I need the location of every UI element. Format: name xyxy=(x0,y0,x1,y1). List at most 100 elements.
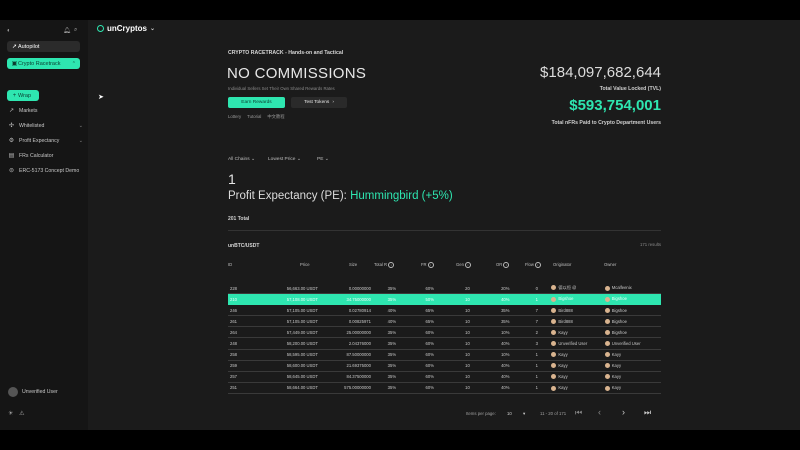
previous-page-icon[interactable]: ‹ xyxy=(598,407,601,417)
cell-originator[interactable]: Bigshoe xyxy=(549,293,603,306)
lottery-link[interactable]: Lottery xyxy=(228,114,242,119)
sidebar-item-profit-expectancy[interactable]: ⚙ Profit Expectancy ⌄ xyxy=(8,137,83,145)
cell-owner[interactable]: Bigshoe xyxy=(602,293,661,306)
col-header-gen[interactable]: Gen i xyxy=(456,262,471,268)
col-header-or[interactable]: OR i xyxy=(496,262,510,268)
crypto-racetrack-button[interactable]: ▣ Crypto Racetrack ⌃ xyxy=(7,58,80,69)
table-row[interactable]: 251 58,664.00 USDT 575.00000000 35% 60% 10 40%… xyxy=(228,382,661,394)
sidebar-item-frs-calculator[interactable]: ▤ FRs Calculator xyxy=(8,152,83,160)
col-header-size[interactable]: Size xyxy=(349,262,358,267)
cell-or: 35% xyxy=(486,315,525,328)
total-label: 201 Total xyxy=(228,216,250,222)
col-header-owner[interactable]: Owner xyxy=(604,262,617,267)
sidebar-item-label: Whitelisted xyxy=(19,122,45,129)
col-header-id[interactable]: ID xyxy=(228,262,233,267)
avatar xyxy=(604,374,610,380)
table-row[interactable]: 257 58,645.00 USDT 84.37500000 35% 60% 10 40% 1… xyxy=(228,371,661,383)
cell-price: 57,105.00 USDT xyxy=(259,304,320,317)
user-name: Kayy xyxy=(558,374,568,380)
next-page-icon[interactable]: › xyxy=(622,407,625,417)
chevron-down-icon: ⌄ xyxy=(150,26,156,32)
info-icon: i xyxy=(534,262,541,268)
theme-toggle[interactable]: ☀ ⚠ xyxy=(8,410,24,417)
table-row[interactable]: 261 57,105.00 USDT 0.00825971 40% 65% 10 35% 7 B… xyxy=(228,315,661,328)
cell-size: 34.75000000 xyxy=(319,293,373,306)
chevron-down-icon: ⌄ xyxy=(78,122,83,129)
search-icon[interactable]: ⌕ xyxy=(74,27,78,33)
cell-originator[interactable]: Bird888 xyxy=(549,304,603,317)
cell-originator[interactable]: Unverified User xyxy=(549,337,603,350)
col-header-price[interactable]: Price xyxy=(300,262,310,267)
table-row[interactable]: 258 58,595.00 USDT 87.50000000 35% 60% 10 10% 1… xyxy=(228,349,661,361)
table-row[interactable]: 210 57,108.00 USDT 34.75000000 35% 50% 10 40% 1… xyxy=(228,293,661,306)
cell-originator[interactable]: Kayy xyxy=(549,360,603,372)
test-tokens-button[interactable]: Test Tokens › xyxy=(291,97,347,108)
cell-originator[interactable]: Kayy xyxy=(549,349,603,361)
cell-owner[interactable]: Kayy xyxy=(602,349,661,361)
user-name: Bigshoe xyxy=(611,296,627,302)
cell-size: 0.00825971 xyxy=(319,315,373,328)
cell-originator[interactable]: 德以恒 @ xyxy=(549,283,603,295)
cell-owner[interactable]: Mcalfeenix xyxy=(602,283,661,295)
col-header-originator[interactable]: Originator xyxy=(553,262,572,267)
cell-owner[interactable]: Kayy xyxy=(602,360,661,372)
sidebar-item-markets[interactable]: ↗ Markets xyxy=(8,107,83,115)
cell-owner[interactable]: Bigshoe xyxy=(602,304,661,317)
table-row[interactable]: 264 57,449.00 USDT 25.00000000 35% 60% 10 10% 2… xyxy=(228,326,661,339)
chain-filter[interactable]: All Chains ⌄ xyxy=(228,157,255,162)
table-row[interactable]: 259 58,600.00 USDT 21.69375000 35% 60% 10 40% 1… xyxy=(228,360,661,372)
table-row[interactable]: 228 56,663.00 USDT 0.00000000 35% 60% 20 20% 0 德… xyxy=(228,283,661,295)
cell-id: 228 xyxy=(228,283,260,295)
first-page-icon[interactable]: ⏮ xyxy=(575,408,583,417)
cell-originator[interactable]: Kayy xyxy=(549,382,603,394)
last-page-icon[interactable]: ⏭ xyxy=(644,408,652,417)
col-header-flow[interactable]: Flow i xyxy=(525,262,541,268)
sort-filter[interactable]: Lowest Price ⌄ xyxy=(268,157,301,162)
bell-icon[interactable]: 🔔︎ xyxy=(63,28,71,34)
collapse-icon[interactable]: ◐ xyxy=(7,28,11,34)
cell-or: 40% xyxy=(486,360,525,372)
tutorial-link[interactable]: Tutorial xyxy=(247,114,262,119)
cell-originator[interactable]: Kayy xyxy=(549,371,603,383)
cell-flow: 1 xyxy=(524,371,550,383)
wrap-label: Wrap xyxy=(18,92,32,99)
wrap-button[interactable]: + Wrap xyxy=(7,90,39,101)
cell-owner[interactable]: Kayy xyxy=(602,371,661,383)
cell-owner[interactable]: Kayy xyxy=(602,382,661,394)
avatar xyxy=(604,307,610,313)
cell-price: 58,200.00 USDT xyxy=(259,337,320,350)
table-row[interactable]: 248 58,200.00 USDT 2.04376000 35% 60% 10 40% 3 U… xyxy=(228,337,661,350)
plus-icon: + xyxy=(12,92,17,99)
cell-size: 0.02780914 xyxy=(319,304,373,317)
brand[interactable]: unCryptos ⌄ xyxy=(97,24,155,33)
cell-originator[interactable]: Bird888 xyxy=(549,315,603,328)
col-header-fr[interactable]: FR i xyxy=(421,262,434,268)
warning-icon[interactable]: ⚠ xyxy=(19,411,25,417)
sidebar-item-whitelisted[interactable]: ✣ Whitelisted ⌄ xyxy=(8,122,83,130)
cell-owner[interactable]: Bigshoe xyxy=(602,315,661,328)
sidebar-item-erc-demo[interactable]: ⊜ ERC-5173 Concept Demo xyxy=(8,167,83,175)
cell-flow: 3 xyxy=(524,337,550,350)
sun-icon[interactable]: ☀ xyxy=(8,411,14,417)
cell-size: 87.50000000 xyxy=(319,349,373,361)
chinese-tutorial-link[interactable]: 中文教程 xyxy=(267,114,285,119)
cell-or: 40% xyxy=(486,371,525,383)
cell-price: 58,595.00 USDT xyxy=(259,349,320,361)
cell-owner[interactable]: Unverified User xyxy=(602,337,661,350)
pe-value: Hummingbird (+5%) xyxy=(350,190,453,202)
autopilot-button[interactable]: ➚ Autopilot xyxy=(7,41,80,52)
table-row[interactable]: 246 57,105.00 USDT 0.02780914 40% 65% 10 35% 7 B… xyxy=(228,304,661,317)
cell-originator[interactable]: Kayy xyxy=(549,326,603,339)
avatar xyxy=(604,285,610,291)
earn-rewards-button[interactable]: Earn Rewards xyxy=(228,97,285,108)
avatar xyxy=(551,341,557,347)
cell-gen: 10 xyxy=(448,371,487,383)
cell-flow: 1 xyxy=(524,360,550,372)
cell-owner[interactable]: Bigshoe xyxy=(602,326,661,339)
user-name: Bird888 xyxy=(558,307,573,313)
pe-filter[interactable]: PE ⌄ xyxy=(317,157,329,162)
user-profile[interactable]: Unverified User xyxy=(8,387,58,397)
col-header-label: Total R xyxy=(374,262,388,268)
items-per-page-select[interactable]: 10 ▾ xyxy=(507,411,525,417)
